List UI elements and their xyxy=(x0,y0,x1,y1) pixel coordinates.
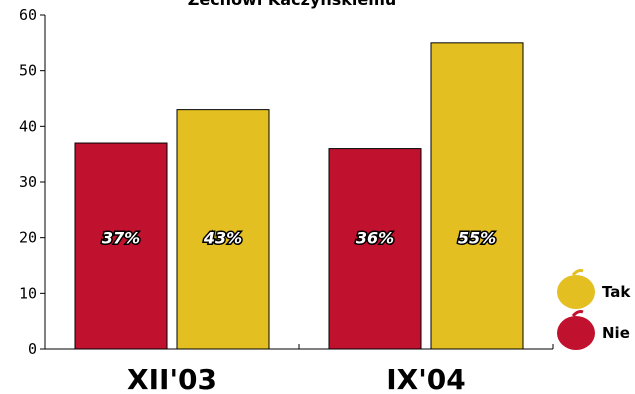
y-tick-label: 20 xyxy=(19,229,37,247)
legend-label: Tak xyxy=(602,283,631,301)
bar-value-label: 36% xyxy=(356,229,394,248)
bar-nie xyxy=(328,148,422,350)
bars xyxy=(74,42,524,350)
y-tick-label: 50 xyxy=(19,62,37,80)
bar-value-label: 55% xyxy=(458,229,496,248)
legend-swatch-stem xyxy=(571,269,584,276)
y-tick-label: 30 xyxy=(19,173,37,191)
legend-swatch-stem xyxy=(571,310,584,317)
y-tick-label: 0 xyxy=(28,340,37,358)
legend-label: Nie xyxy=(602,324,630,342)
bar-nie xyxy=(74,142,168,350)
axes: 0 10 20 30 40 50 60 XII'03 IX'04 xyxy=(19,6,554,394)
legend: Tak Nie xyxy=(557,269,631,350)
bar-tak xyxy=(430,42,524,350)
bar-value-label: 43% xyxy=(203,229,242,248)
y-tick-label: 60 xyxy=(19,6,37,24)
chart-title: Zechowi Kaczyńskiemu xyxy=(188,0,397,9)
legend-item-nie: Nie xyxy=(557,310,630,350)
legend-swatch xyxy=(557,316,595,350)
legend-swatch xyxy=(557,275,595,309)
data-labels: 37% 43% 36% 55% xyxy=(100,227,497,249)
bar-value-label: 37% xyxy=(102,229,140,248)
x-category-label: IX'04 xyxy=(386,363,466,394)
x-category-label: XII'03 xyxy=(127,363,217,394)
chart-title-text: Zechowi Kaczyńskiemu xyxy=(188,0,397,9)
legend-item-tak: Tak xyxy=(557,269,631,309)
y-tick-label: 40 xyxy=(19,117,37,135)
bar-tak xyxy=(176,109,270,350)
y-tick-label: 10 xyxy=(19,284,37,302)
